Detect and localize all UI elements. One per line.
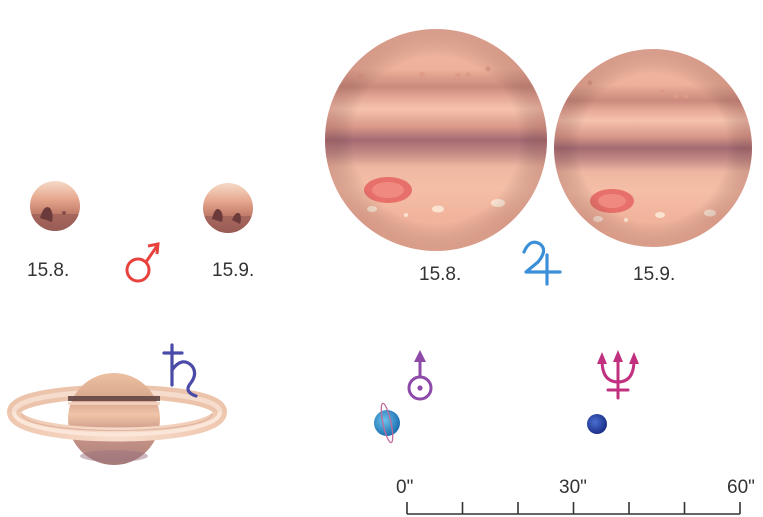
jupiter-date-sep: 15.9.: [633, 264, 676, 285]
mars-symbol-icon: [125, 242, 160, 283]
scale-label-0: 0": [396, 477, 414, 498]
neptune-disc: [587, 414, 607, 434]
saturn-disc: [7, 373, 227, 465]
uranus-disc: [374, 402, 400, 444]
mars-disc-aug: [30, 181, 80, 231]
jupiter-date-aug: 15.8.: [419, 264, 462, 285]
mars-date-sep: 15.9.: [212, 260, 255, 281]
mars-disc-sep: [203, 183, 253, 233]
scale-label-30: 30": [559, 477, 587, 498]
mars-date-aug: 15.8.: [27, 260, 70, 281]
saturn-symbol-icon: [162, 343, 198, 398]
uranus-symbol-icon: [407, 350, 433, 401]
neptune-symbol-icon: [597, 350, 639, 400]
scale-bar: [406, 502, 741, 515]
scale-label-60: 60": [727, 477, 755, 498]
jupiter-disc-aug: [325, 29, 547, 251]
jupiter-disc-sep: [554, 49, 752, 247]
jupiter-symbol-icon: [522, 240, 562, 286]
